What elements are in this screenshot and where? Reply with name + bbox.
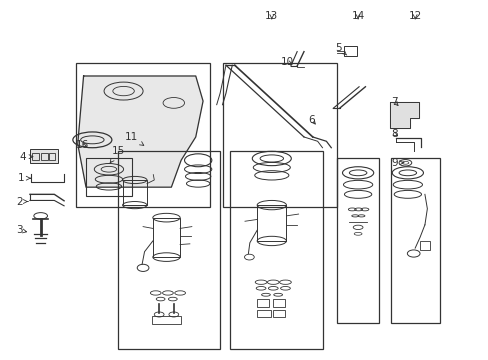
- Polygon shape: [78, 76, 203, 187]
- Bar: [257, 300, 269, 307]
- Bar: [152, 316, 181, 324]
- Text: 4: 4: [20, 152, 33, 162]
- Bar: [257, 310, 270, 317]
- Bar: [344, 45, 356, 56]
- Text: 5: 5: [335, 43, 346, 55]
- Bar: [118, 151, 220, 348]
- Bar: [390, 158, 439, 323]
- Text: 11: 11: [124, 132, 143, 145]
- Bar: [76, 63, 210, 207]
- Bar: [122, 180, 147, 205]
- Polygon shape: [389, 102, 418, 128]
- Bar: [32, 153, 39, 160]
- Bar: [272, 300, 285, 307]
- Bar: [86, 158, 132, 196]
- Text: 3: 3: [16, 225, 26, 235]
- Text: 10: 10: [280, 57, 293, 67]
- Text: 2: 2: [16, 197, 28, 207]
- Bar: [257, 205, 286, 241]
- Bar: [153, 218, 180, 257]
- Bar: [49, 153, 55, 160]
- Text: 14: 14: [351, 11, 364, 21]
- Bar: [222, 63, 336, 207]
- Text: 15: 15: [110, 146, 125, 163]
- Bar: [336, 158, 378, 323]
- Bar: [419, 241, 429, 250]
- Text: 16: 16: [76, 140, 89, 150]
- Text: 1: 1: [18, 173, 30, 183]
- Bar: [41, 153, 47, 160]
- Text: 7: 7: [390, 97, 397, 107]
- Text: 9: 9: [390, 158, 403, 168]
- Bar: [30, 149, 58, 163]
- Text: 12: 12: [407, 11, 421, 21]
- Text: 6: 6: [308, 115, 315, 125]
- Bar: [272, 310, 285, 317]
- Text: 13: 13: [264, 11, 278, 21]
- Bar: [229, 151, 322, 348]
- Text: 8: 8: [390, 129, 397, 139]
